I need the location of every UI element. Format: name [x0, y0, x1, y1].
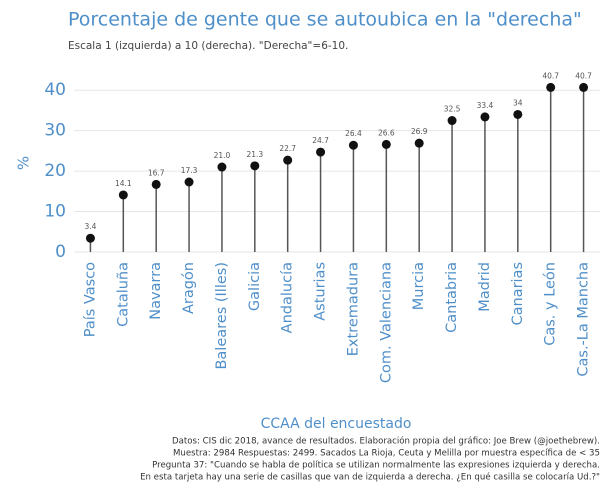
value-label: 21.0: [214, 151, 231, 160]
lollipop-dot: [118, 190, 128, 200]
caption-line: Datos: CIS dic 2018, avance de resultado…: [172, 436, 600, 447]
y-tick-label: 30: [44, 121, 66, 141]
value-label: 3.4: [84, 222, 96, 231]
y-tick-label: 40: [44, 80, 66, 100]
lollipop-dot: [546, 82, 556, 92]
lollipop-dot: [316, 147, 326, 157]
value-label: 26.6: [378, 128, 395, 137]
value-label: 40.7: [575, 71, 592, 80]
y-tick-label: 10: [44, 202, 66, 222]
caption-line: En esta tarjeta hay una serie de casilla…: [140, 472, 600, 483]
value-label: 16.7: [148, 168, 165, 177]
value-label: 33.4: [477, 101, 494, 110]
x-tick-label: Murcia: [411, 262, 427, 310]
lollipop-dot: [381, 139, 391, 149]
chart-subtitle: Escala 1 (izquierda) a 10 (derecha). "De…: [68, 40, 348, 52]
value-label: 14.1: [115, 179, 132, 188]
lollipop-dot: [217, 162, 227, 172]
x-tick-label: Cas.-La Mancha: [576, 262, 592, 377]
x-tick-label: Cataluña: [115, 262, 131, 327]
x-axis-label: CCAA del encuestado: [261, 416, 412, 432]
lollipop-dot: [151, 179, 161, 189]
value-label: 21.3: [246, 150, 263, 159]
chart-title: Porcentaje de gente que se autoubica en …: [68, 9, 582, 31]
x-tick-label: Extremadura: [345, 262, 361, 356]
x-tick-label: Asturias: [313, 262, 329, 321]
lollipop-dot: [414, 138, 424, 148]
x-tick-label: Aragón: [181, 262, 197, 314]
x-tick-label: Com. Valenciana: [378, 262, 394, 383]
value-label: 24.7: [312, 136, 329, 145]
lollipop-dot: [579, 82, 589, 92]
caption-line: Pregunta 37: "Cuando se habla de polític…: [152, 461, 600, 471]
lollipop-dot: [283, 155, 293, 165]
lollipop-dot: [513, 109, 523, 119]
lollipop-dot: [85, 233, 95, 243]
lollipop-dot: [250, 161, 260, 171]
x-tick-label: Cas. y León: [543, 262, 559, 346]
x-tick-label: Baleares (Illes): [214, 262, 230, 370]
lollipop-dot: [184, 177, 194, 187]
x-tick-label: País Vasco: [82, 262, 98, 337]
value-label: 17.3: [181, 166, 198, 175]
x-tick-label: Andalucía: [280, 262, 296, 333]
caption-line: Muestra: 2984 Respuestas: 2499. Sacados …: [173, 449, 600, 459]
y-axis-label: %: [15, 156, 33, 170]
value-label: 40.7: [542, 71, 559, 80]
x-tick-label: Canarias: [510, 262, 526, 326]
x-tick-label: Navarra: [148, 262, 164, 320]
value-label: 34: [513, 98, 523, 107]
y-tick-label: 20: [44, 161, 66, 181]
x-tick-label: Galicia: [247, 262, 263, 311]
x-tick-label: Cantabria: [444, 262, 460, 333]
lollipop-dot: [348, 140, 358, 150]
value-label: 32.5: [444, 105, 461, 114]
lollipop-dot: [480, 112, 490, 122]
y-tick-label: 0: [55, 242, 66, 262]
value-label: 26.4: [345, 129, 362, 138]
lollipop-dot: [447, 116, 457, 126]
value-label: 26.9: [411, 127, 428, 136]
value-label: 22.7: [279, 144, 296, 153]
x-tick-label: Madrid: [477, 262, 493, 312]
